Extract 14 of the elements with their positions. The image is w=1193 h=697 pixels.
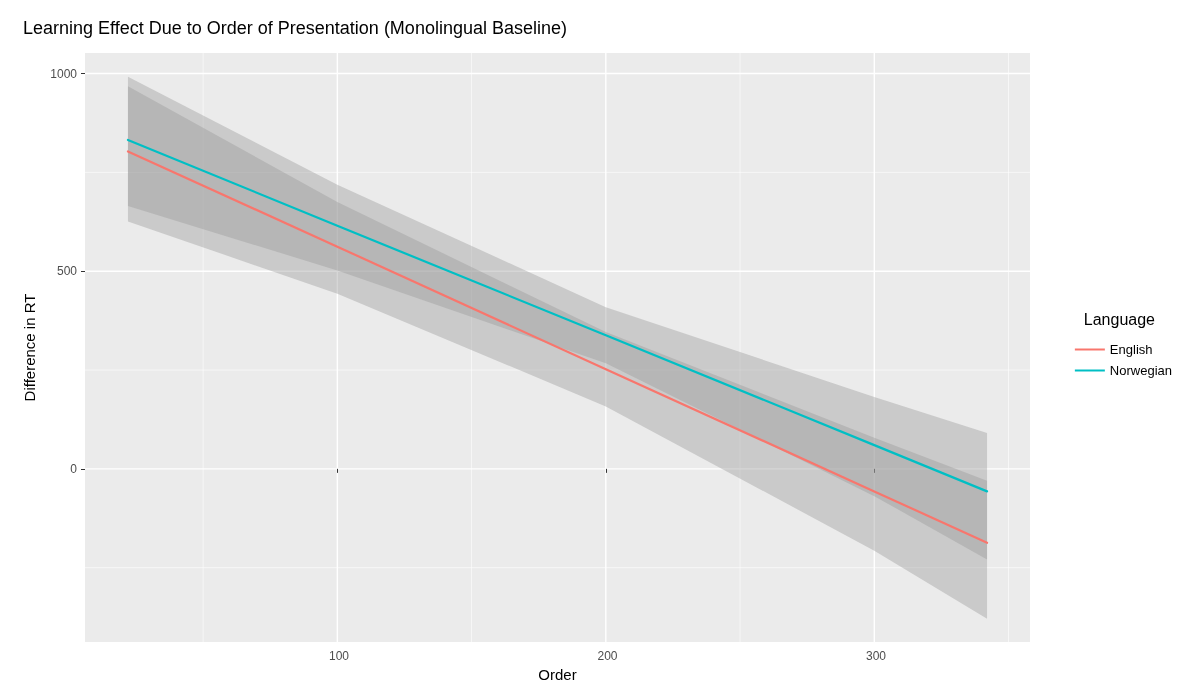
y-tick-label: 0 xyxy=(70,461,78,476)
x-tick-label: 100 xyxy=(325,649,350,663)
x-tick-label: 200 xyxy=(594,649,618,663)
y-tick-label: 1000 xyxy=(50,66,78,81)
legend-label: English xyxy=(1109,342,1153,357)
x-tick-label: 300 xyxy=(862,649,887,663)
y-axis-title: Difference in RT xyxy=(21,293,38,402)
chart-title: Learning Effect Due to Order of Presentation (Monolingual Baseline) xyxy=(23,18,567,38)
legend-label: Norwegian xyxy=(1109,363,1173,378)
line-series xyxy=(126,150,989,544)
legend-title: Language xyxy=(1083,310,1156,328)
line-series xyxy=(126,138,989,493)
x-axis-title: Order xyxy=(538,665,577,683)
y-tick-label: 500 xyxy=(56,264,78,279)
